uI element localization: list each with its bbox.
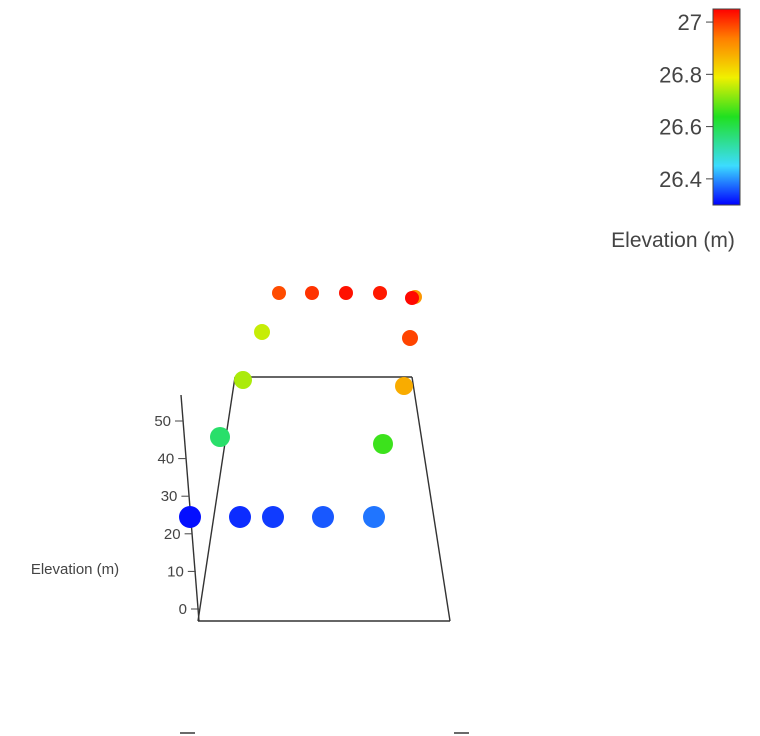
data-point-p7[interactable] xyxy=(373,434,393,454)
data-point-p6[interactable] xyxy=(210,427,230,447)
colorbar-gradient xyxy=(712,8,741,206)
frame-left-edge xyxy=(197,376,236,622)
scatter-points xyxy=(179,286,422,528)
data-point-p5[interactable] xyxy=(363,506,385,528)
colorbar-title: Elevation (m) xyxy=(611,229,735,252)
data-point-p4[interactable] xyxy=(312,506,334,528)
colorbar-ticks: 26.4 26.6 26.8 27 xyxy=(659,10,713,192)
z-tick-label-50: 50 xyxy=(154,413,171,430)
z-axis-ticks: 0 10 20 30 40 50 xyxy=(154,413,199,618)
data-point-p14[interactable] xyxy=(305,286,319,300)
data-point-p8[interactable] xyxy=(234,371,252,389)
z-tick-label-30: 30 xyxy=(161,488,178,505)
data-point-p16[interactable] xyxy=(339,286,353,300)
data-point-p2[interactable] xyxy=(229,506,251,528)
data-point-p12[interactable] xyxy=(272,286,286,300)
colorbar-tick-label-26.8: 26.8 xyxy=(659,62,702,87)
data-point-p13[interactable] xyxy=(402,330,418,346)
data-point-p10[interactable] xyxy=(395,377,413,395)
frame-right-edge xyxy=(411,376,451,622)
colorbar-tick-label-26.6: 26.6 xyxy=(659,115,702,140)
colorbar-tick-label-26.4: 26.4 xyxy=(659,167,702,192)
z-tick-label-40: 40 xyxy=(158,451,175,468)
z-axis-label: Elevation (m) xyxy=(31,561,119,578)
data-point-p3[interactable] xyxy=(262,506,284,528)
colorbar-tick-label-27: 27 xyxy=(678,10,702,35)
data-point-p15[interactable] xyxy=(373,286,387,300)
data-point-p17[interactable] xyxy=(405,291,419,305)
z-tick-label-20: 20 xyxy=(164,526,181,543)
colorbar: 26.4 26.6 26.8 27 Elevation (m) xyxy=(611,8,741,252)
z-tick-label-10: 10 xyxy=(167,563,184,580)
data-point-p1[interactable] xyxy=(179,506,201,528)
data-point-p9[interactable] xyxy=(254,324,270,340)
z-tick-label-0: 0 xyxy=(179,601,187,618)
scene-frame xyxy=(180,376,451,622)
